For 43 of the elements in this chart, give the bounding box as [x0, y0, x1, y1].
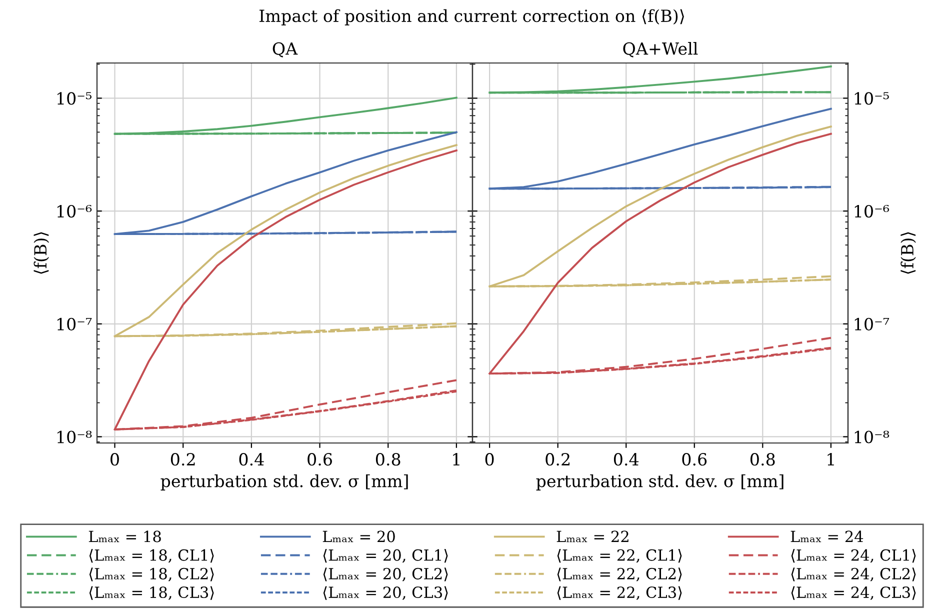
- x-tick-label: 1: [828, 453, 834, 466]
- legend-label: ⟨Lₘₐₓ = 24, CL1⟩: [791, 549, 916, 563]
- legend-label: ⟨Lₘₐₓ = 18, CL3⟩: [89, 586, 214, 600]
- chart-subtitle: QA+Well: [623, 42, 698, 58]
- legend-label: ⟨Lₘₐₓ = 22, CL1⟩: [557, 549, 682, 563]
- legend-label: ⟨Lₘₐₓ = 22, CL2⟩: [557, 568, 682, 582]
- x-tick-label: 0.6: [682, 453, 707, 466]
- legend-label: ⟨Lₘₐₓ = 20, CL2⟩: [323, 568, 448, 582]
- y-tick-label: 10⁻⁷: [57, 318, 92, 330]
- legend-label: Lₘₐₓ = 22: [556, 530, 628, 542]
- chart-subtitle: QA: [272, 42, 298, 58]
- x-tick-label: 1: [453, 453, 460, 466]
- x-tick-label: 0: [485, 453, 494, 466]
- x-tick-label: 0.6: [308, 453, 332, 466]
- x-axis-title: perturbation std. dev. σ [mm]: [536, 474, 784, 491]
- chart-title: Impact of position and current correction on ⟨f(B)⟩: [260, 9, 684, 26]
- y-tick-label: 10⁻⁵: [57, 92, 92, 105]
- y2-axis-title: ⟨f(B)⟩: [900, 232, 916, 274]
- y2-tick-label: 10⁻⁶: [854, 204, 890, 218]
- y-axis-title: ⟨f(B)⟩: [34, 232, 50, 274]
- y-tick-label: 10⁻⁸: [57, 430, 92, 444]
- x-tick-label: 0: [110, 453, 119, 466]
- y-tick-label: 10⁻⁶: [57, 204, 92, 218]
- y2-tick-label: 10⁻⁵: [854, 92, 889, 105]
- x-axis-title: perturbation std. dev. σ [mm]: [160, 474, 408, 491]
- y2-tick-label: 10⁻⁷: [854, 318, 890, 330]
- legend-label: ⟨Lₘₐₓ = 20, CL1⟩: [323, 549, 448, 563]
- x-tick-label: 0.4: [614, 453, 639, 466]
- x-tick-label: 0.8: [750, 453, 775, 466]
- x-tick-label: 0.2: [170, 453, 195, 466]
- legend-label: ⟨Lₘₐₓ = 18, CL2⟩: [89, 568, 214, 582]
- legend-label: ⟨Lₘₐₓ = 24, CL3⟩: [791, 586, 916, 600]
- legend-label: ⟨Lₘₐₓ = 18, CL1⟩: [89, 549, 214, 563]
- x-tick-label: 0.2: [546, 453, 570, 466]
- y2-tick-label: 10⁻⁸: [854, 430, 890, 444]
- x-tick-label: 0.8: [376, 453, 400, 466]
- legend-label: Lₘₐₓ = 18: [88, 530, 161, 542]
- legend-label: ⟨Lₘₐₓ = 20, CL3⟩: [323, 586, 448, 600]
- legend-label: Lₘₐₓ = 20: [322, 530, 395, 542]
- legend-label: ⟨Lₘₐₓ = 24, CL2⟩: [791, 568, 916, 582]
- legend-label: ⟨Lₘₐₓ = 22, CL3⟩: [557, 586, 682, 600]
- x-tick-label: 0.4: [239, 453, 264, 466]
- legend-label: Lₘₐₓ = 24: [790, 530, 864, 542]
